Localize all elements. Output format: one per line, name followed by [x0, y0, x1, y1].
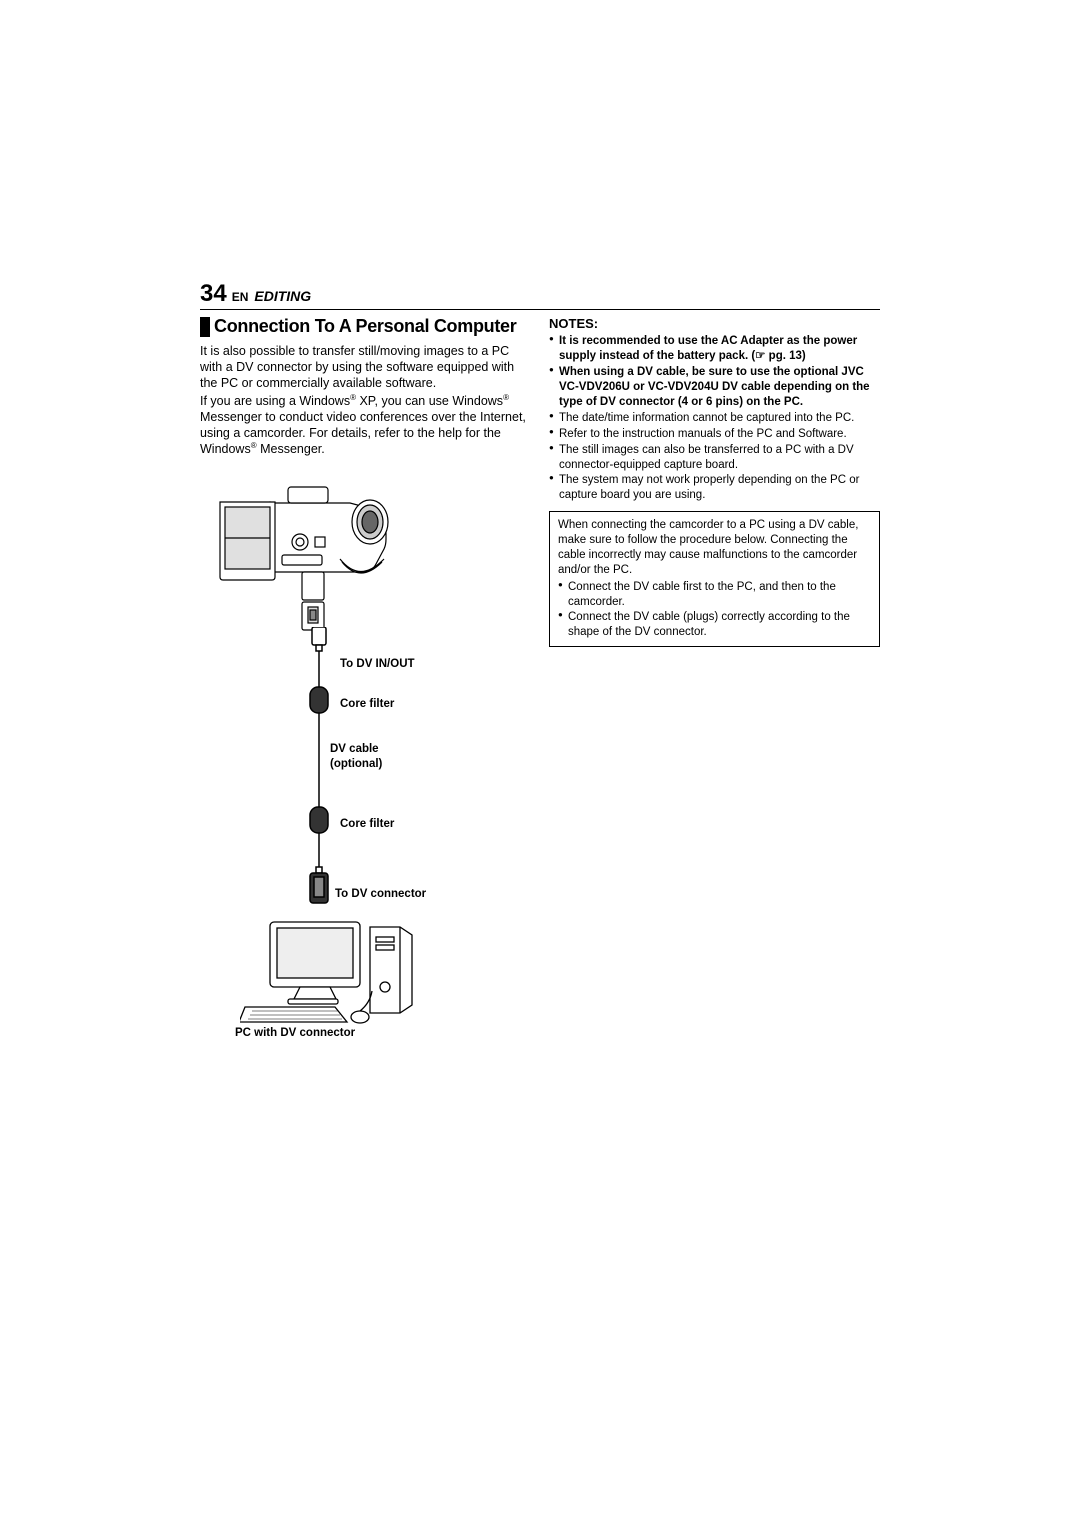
notes-heading: NOTES:: [549, 316, 880, 331]
left-column: Connection To A Personal Computer It is …: [200, 316, 531, 1087]
callout-item: Connect the DV cable (plugs) correctly a…: [558, 610, 871, 640]
note-item: The date/time information cannot be capt…: [549, 411, 880, 426]
callout-intro: When connecting the camcorder to a PC us…: [558, 518, 871, 578]
page-section-title: EDITING: [254, 288, 311, 304]
note-item: The still images can also be transferred…: [549, 443, 880, 473]
heading-block-icon: [200, 317, 210, 337]
registered-icon: ®: [503, 393, 509, 402]
page-number: 34: [200, 280, 227, 308]
note-item: Refer to the instruction manuals of the …: [549, 427, 880, 442]
section-heading: Connection To A Personal Computer: [200, 316, 531, 337]
connection-diagram: To DV IN/OUT Core filter DV cable (optio…: [200, 467, 531, 1087]
page-header: 34 EN EDITING: [200, 280, 880, 310]
label-core-filter-bottom: Core filter: [340, 817, 394, 831]
notes-list: It is recommended to use the AC Adapter …: [549, 334, 880, 503]
para2a: If you are using a Windows: [200, 394, 350, 408]
content-columns: Connection To A Personal Computer It is …: [200, 316, 880, 1087]
page-language: EN: [232, 290, 249, 304]
camcorder-icon: [210, 467, 410, 637]
label-core-filter-top: Core filter: [340, 697, 394, 711]
para2c: Messenger to conduct video conferences o…: [200, 410, 526, 456]
label-dv-cable: DV cable (optional): [330, 742, 382, 771]
label-optional-text: (optional): [330, 758, 382, 770]
pc-caption: PC with DV connector: [235, 1027, 355, 1039]
callout-item: Connect the DV cable first to the PC, an…: [558, 580, 871, 610]
heading-text: Connection To A Personal Computer: [214, 316, 516, 337]
dv-cable-icon: [290, 627, 350, 927]
para2b: XP, you can use Windows: [356, 394, 503, 408]
note-item: The system may not work properly dependi…: [549, 473, 880, 503]
procedure-callout: When connecting the camcorder to a PC us…: [549, 511, 880, 647]
right-column: NOTES: It is recommended to use the AC A…: [549, 316, 880, 1087]
callout-list: Connect the DV cable first to the PC, an…: [558, 580, 871, 640]
label-dv-cable-text: DV cable: [330, 743, 379, 755]
para2d: Messenger.: [257, 442, 325, 456]
note-item: It is recommended to use the AC Adapter …: [549, 334, 880, 364]
intro-paragraph-2: If you are using a Windows ® XP, you can …: [200, 393, 531, 457]
note-item: When using a DV cable, be sure to use th…: [549, 365, 880, 410]
pc-icon: [240, 917, 440, 1027]
label-to-dv-connector: To DV connector: [335, 887, 426, 901]
label-dv-inout: To DV IN/OUT: [340, 657, 415, 671]
intro-paragraph-1: It is also possible to transfer still/mo…: [200, 343, 531, 391]
